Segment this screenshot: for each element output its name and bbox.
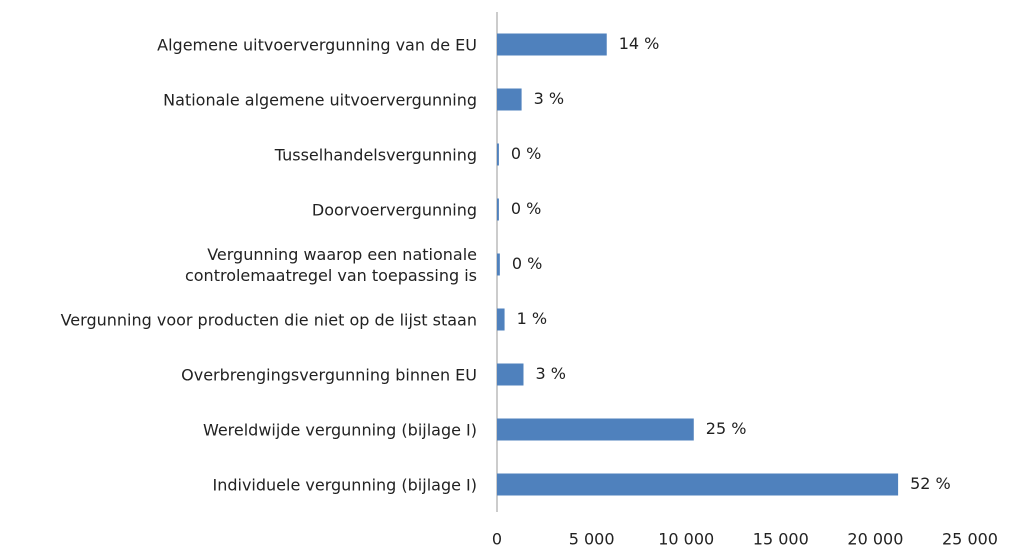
x-tick-label: 25 000 xyxy=(942,530,998,548)
value-label: 14 % xyxy=(619,34,660,53)
value-label: 0 % xyxy=(512,254,542,273)
value-label: 3 % xyxy=(535,364,565,383)
x-tick-label: 10 000 xyxy=(658,530,714,548)
bar xyxy=(497,363,524,386)
bar xyxy=(497,473,899,496)
category-label: Individuele vergunning (bijlage I) xyxy=(212,475,478,494)
value-label: 25 % xyxy=(706,419,747,438)
bar xyxy=(497,418,694,441)
value-label: 0 % xyxy=(511,144,541,163)
x-tick-label: 15 000 xyxy=(753,530,809,548)
category-label: Vergunning waarop een nationale controle… xyxy=(184,244,477,285)
value-label: 52 % xyxy=(910,474,951,493)
value-label: 1 % xyxy=(517,309,547,328)
bar xyxy=(497,88,522,111)
bar xyxy=(497,253,500,276)
category-label: Overbrengingsvergunning binnen EU xyxy=(181,365,477,384)
value-label: 0 % xyxy=(511,199,541,218)
category-label: Vergunning voor producten die niet op de… xyxy=(60,310,477,329)
category-label: Doorvoervergunning xyxy=(311,200,477,219)
x-tick-label: 0 xyxy=(492,530,502,548)
category-label: Nationale algemene uitvoervergunning xyxy=(163,90,477,109)
x-tick-label: 20 000 xyxy=(847,530,903,548)
bar xyxy=(497,308,505,331)
bar xyxy=(497,198,499,221)
value-label: 3 % xyxy=(534,89,564,108)
category-label: Algemene uitvoervergunning van de EU xyxy=(157,35,477,54)
category-label: Wereldwijde vergunning (bijlage I) xyxy=(202,420,477,439)
bar xyxy=(497,33,607,56)
x-tick-label: 5 000 xyxy=(569,530,615,548)
category-label: Tusselhandelsvergunning xyxy=(274,145,477,164)
bar xyxy=(497,143,499,166)
